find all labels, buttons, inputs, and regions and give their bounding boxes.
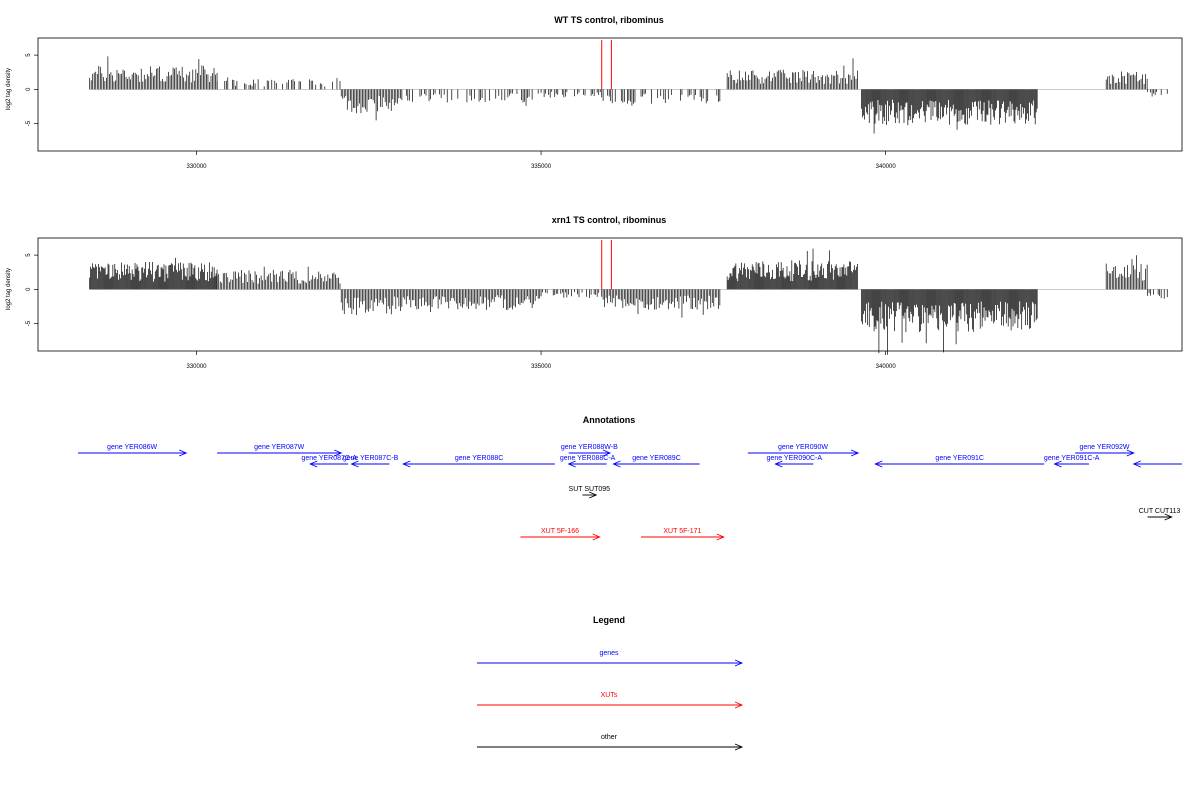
- coverage-bars: [89, 56, 1169, 134]
- annotation-arrow: [567, 460, 607, 468]
- annotation-label: gene YER086W: [107, 444, 157, 451]
- x-tick-label: 330000: [186, 364, 207, 370]
- y-tick-label: -5: [26, 320, 32, 326]
- x-axis-ticks: 330000 335000 340000: [186, 351, 896, 370]
- marker-lines: [601, 40, 612, 90]
- annotation-arrow: [874, 460, 1045, 468]
- panel-title: WT TS control, ribominus: [554, 15, 664, 25]
- annotation-label: XUT 5F-171: [663, 528, 701, 535]
- annotation-arrow: [568, 449, 612, 457]
- annotation-label: gene YER087C-B: [343, 455, 399, 462]
- annotation-arrow: [520, 533, 601, 541]
- xrn1-coverage-panel: xrn1 TS control, ribominus log2 tag dens…: [6, 215, 1183, 370]
- legend-label: genes: [599, 650, 619, 657]
- legend-arrow: [477, 701, 744, 709]
- panel-title: xrn1 TS control, ribominus: [552, 215, 667, 225]
- annotation-label: gene YER087W: [254, 444, 304, 451]
- annotation-arrow: [1147, 513, 1173, 521]
- annotation-arrow: [78, 449, 188, 457]
- coverage-bars: [89, 248, 1169, 355]
- wt-coverage-panel: WT TS control, ribominus log2 tag densit…: [6, 15, 1183, 170]
- x-tick-label: 335000: [531, 364, 552, 370]
- annotation-label: gene YER088W-B: [561, 444, 618, 451]
- annotation-label: SUT SUT095: [569, 486, 611, 493]
- x-axis-ticks: 330000 335000 340000: [186, 151, 896, 170]
- y-tick-label: 0: [26, 287, 32, 291]
- annotation-arrow: [309, 460, 349, 468]
- y-axis-ticks: -5 0 5: [26, 53, 38, 126]
- x-tick-label: 330000: [186, 164, 207, 170]
- y-axis-label: log2 tag density: [6, 268, 12, 310]
- plot-frame: [37, 37, 1183, 152]
- annotation-label: CUT CUT113: [1139, 508, 1181, 515]
- annotation-label: gene YER091C-A: [1044, 455, 1100, 462]
- annotation-arrow: [582, 491, 598, 499]
- annotation-arrow: [1053, 460, 1089, 468]
- x-tick-label: 335000: [531, 164, 552, 170]
- annotation-label: gene YER088C-A: [560, 455, 616, 462]
- legend: Legend genes XUTs other: [477, 615, 744, 751]
- annotation-label: gene YER087C-A: [301, 455, 357, 462]
- y-tick-label: 0: [26, 87, 32, 91]
- annotation-arrow: [402, 460, 555, 468]
- annotation-label: gene YER092W: [1079, 444, 1129, 451]
- annotation-arrow: [774, 460, 814, 468]
- annotation-arrow: [641, 533, 725, 541]
- annotation-arrow: [1075, 449, 1135, 457]
- y-tick-label: 5: [26, 53, 32, 57]
- legend-items: genes XUTs other: [477, 650, 744, 751]
- x-tick-label: 340000: [876, 164, 897, 170]
- legend-label: XUTs: [601, 692, 618, 699]
- annotation-arrow: [217, 449, 343, 457]
- annotation-arrow: [612, 460, 700, 468]
- annotation-label: gene YER090W: [778, 444, 828, 451]
- annotation-label: gene YER090C-A: [767, 455, 823, 462]
- annotations-title: Annotations: [583, 415, 636, 425]
- annotation-label: gene YER089C: [632, 455, 681, 462]
- legend-title: Legend: [593, 615, 625, 625]
- y-axis-ticks: -5 0 5: [26, 253, 38, 326]
- annotation-arrow: [747, 449, 860, 457]
- annotation-arrow: [350, 460, 390, 468]
- y-axis-label: log2 tag density: [6, 68, 12, 110]
- plot-frame: [37, 237, 1183, 352]
- legend-arrow: [477, 659, 744, 667]
- legend-label: other: [601, 734, 618, 741]
- legend-arrow: [477, 743, 744, 751]
- y-tick-label: 5: [26, 253, 32, 257]
- y-tick-label: -5: [26, 120, 32, 126]
- annotation-arrow: [1132, 460, 1182, 468]
- annotation-label: gene YER088C: [455, 455, 504, 462]
- annotations-track: Annotations gene YER086W gene YER087W gene…: [78, 415, 1182, 541]
- annotation-label: XUT 5F-166: [541, 528, 579, 535]
- x-tick-label: 340000: [876, 364, 897, 370]
- marker-lines: [601, 240, 612, 290]
- annotation-label: gene YER091C: [935, 455, 984, 462]
